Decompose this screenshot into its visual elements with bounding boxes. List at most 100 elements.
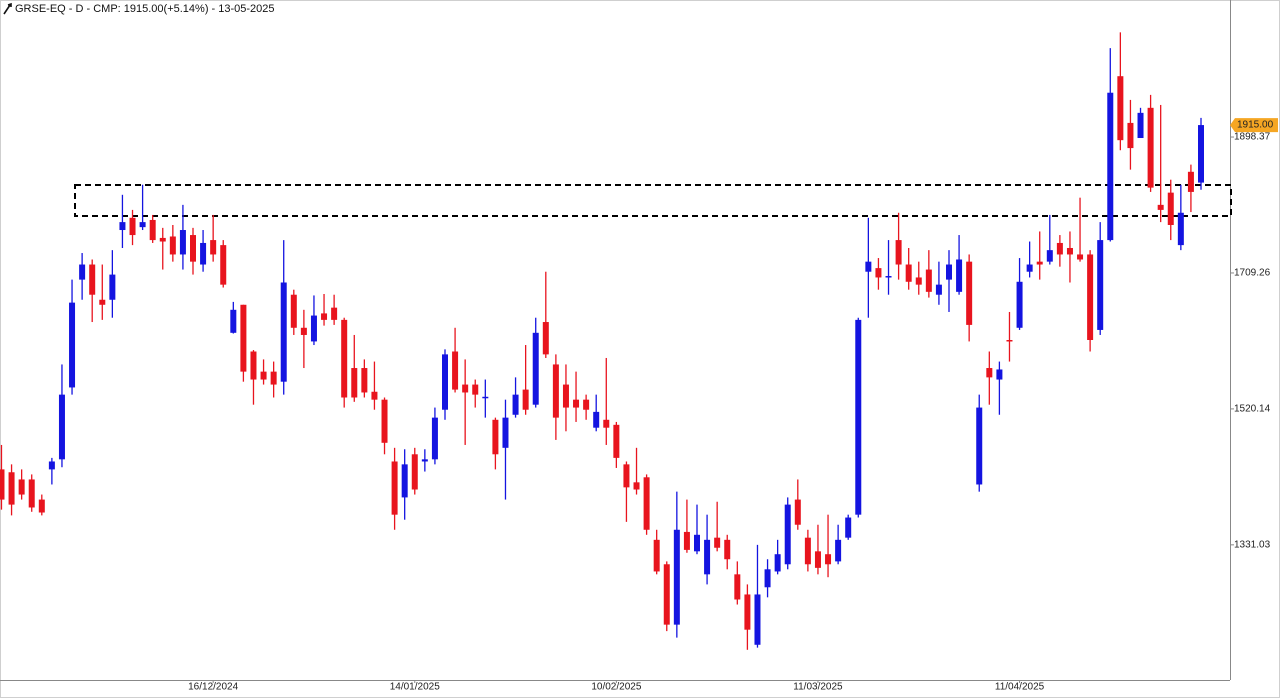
candle-body [915, 277, 922, 285]
y-tick-label: 1898.37 [1234, 132, 1271, 143]
candle-body [956, 259, 963, 292]
candle-body [270, 371, 277, 385]
candle-body [452, 351, 459, 390]
candle-body [250, 351, 257, 380]
candle-body [361, 368, 368, 393]
candle-body [1107, 92, 1114, 241]
candle-body [442, 354, 448, 410]
last-price-label: 1915.00 [1237, 120, 1274, 131]
candle-body [552, 364, 559, 418]
candle-body [835, 539, 842, 562]
candle-body [1147, 107, 1154, 188]
candle-body [593, 411, 600, 428]
candle-body [401, 464, 408, 498]
candles [0, 32, 1204, 650]
candle-body [139, 222, 146, 228]
candle-body [653, 539, 660, 572]
candle-body [996, 369, 1003, 380]
candle-body [784, 504, 791, 565]
candle-body [472, 384, 479, 395]
candle-body [220, 245, 227, 285]
candle-body [300, 327, 307, 335]
candle-body [724, 539, 731, 560]
candle-body [38, 499, 45, 513]
title-icon [3, 2, 12, 15]
candle-body [583, 399, 590, 410]
candle-body [804, 537, 811, 565]
candle-body [260, 371, 267, 380]
candle-body [683, 531, 690, 550]
y-tick-label: 1331.03 [1234, 539, 1271, 550]
candle-body [462, 384, 469, 393]
candle-body [875, 268, 882, 278]
candle-body [976, 407, 983, 485]
candle-body [613, 424, 620, 458]
candle-body [865, 261, 872, 272]
candle-body [48, 461, 55, 470]
candle-body [673, 529, 680, 625]
candle-body [1036, 261, 1043, 265]
candle-body [1157, 204, 1164, 210]
x-tick-label: 11/04/2025 [995, 682, 1045, 693]
candle-body [573, 399, 580, 408]
candle-body [885, 276, 892, 278]
candle-body [542, 322, 549, 355]
candle-body [1198, 125, 1204, 183]
candle-body [411, 454, 418, 490]
candle-body [532, 332, 539, 405]
candle-body [694, 534, 700, 552]
candle-body [169, 236, 176, 255]
candle-body [1006, 340, 1013, 342]
candle-body [341, 319, 348, 398]
x-tick-label: 14/01/2025 [390, 682, 440, 693]
candle-body [935, 284, 942, 295]
candle-body [633, 482, 640, 490]
x-tick-label: 11/03/2025 [793, 682, 843, 693]
candle-body [986, 368, 993, 378]
candle-body [1026, 264, 1033, 272]
candle-body [1097, 240, 1104, 330]
candle-body [1127, 122, 1134, 149]
candle-body [1046, 250, 1053, 262]
candle-body [79, 264, 86, 280]
candle-body [946, 264, 952, 280]
candle-body [482, 396, 489, 399]
x-tick-label: 10/02/2025 [591, 682, 641, 693]
chart-title: GRSE-EQ - D - CMP: 1915.00(+5.14%) - 13-… [15, 3, 275, 15]
candle-body [381, 399, 388, 443]
candle-body [744, 594, 751, 630]
candle-body [855, 319, 862, 515]
candle-body [1117, 76, 1124, 141]
candle-body [704, 539, 711, 575]
candle-body [0, 469, 5, 500]
candle-body [8, 472, 15, 505]
candle-body [351, 368, 358, 398]
candle-body [603, 419, 610, 428]
candle-body [1056, 242, 1063, 255]
candle-body [28, 479, 35, 508]
candle-body [623, 464, 630, 488]
candle-body [179, 230, 186, 255]
candle-body [119, 222, 126, 231]
candle-body [754, 594, 761, 645]
candle-body [734, 574, 741, 600]
candle-body [89, 264, 96, 295]
candle-body [825, 554, 832, 565]
y-tick-label: 1520.14 [1234, 404, 1271, 415]
candle-body [1077, 254, 1084, 260]
candle-body [522, 389, 529, 410]
candle-body [230, 309, 237, 333]
candle-body [1167, 192, 1174, 225]
candle-body [492, 419, 499, 455]
candle-body [159, 237, 166, 242]
candle-body [1066, 247, 1073, 255]
candle-body [280, 282, 287, 382]
candle-body [794, 499, 801, 525]
candle-body [200, 242, 207, 265]
y-tick-label: 1709.26 [1234, 268, 1271, 279]
candle-body [512, 394, 519, 415]
candle-body [502, 417, 509, 448]
candle-body [240, 304, 247, 372]
